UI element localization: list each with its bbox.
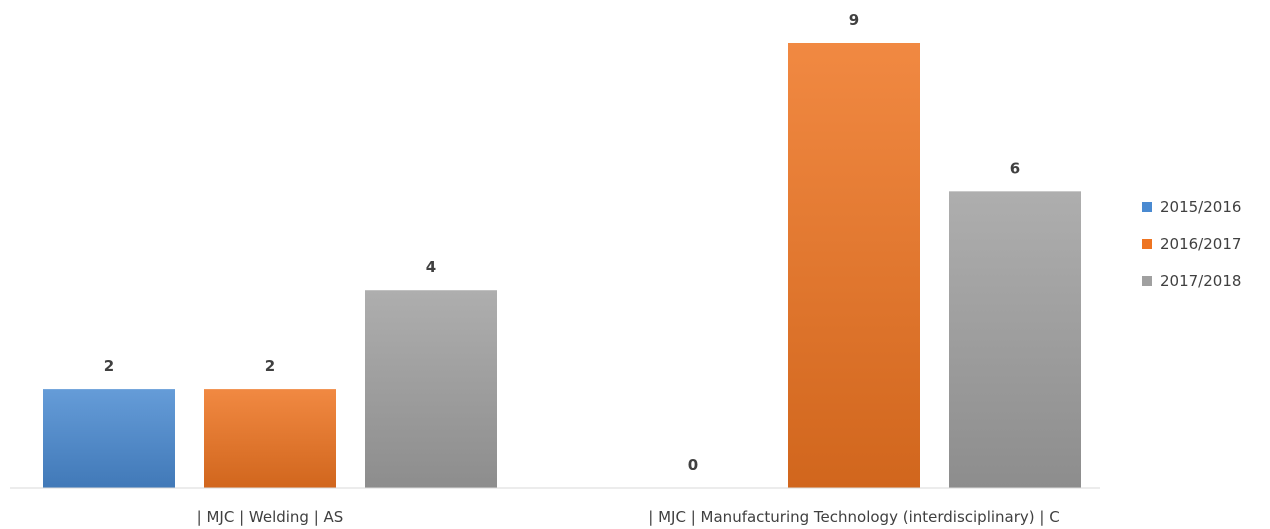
bar-1-1: [788, 43, 920, 488]
data-label: 6: [1010, 159, 1020, 177]
legend-label: 2017/2018: [1160, 271, 1242, 290]
data-label: 2: [104, 357, 114, 375]
data-label: 2: [265, 357, 275, 375]
legend-swatch: [1142, 275, 1152, 286]
bar-2-0: [365, 290, 497, 488]
bar-2-1: [949, 191, 1081, 489]
category-label: | MJC | Manufacturing Technology (interd…: [648, 508, 1059, 526]
data-label: 9: [849, 11, 859, 29]
legend-item: 2015/2016: [1142, 188, 1241, 225]
bar-1-0: [204, 389, 336, 488]
category-label: | MJC | Welding | AS: [197, 508, 344, 526]
bar-0-0: [43, 389, 175, 488]
legend-label: 2016/2017: [1160, 234, 1242, 253]
data-label: 4: [426, 258, 436, 276]
legend-item: 2017/2018: [1142, 262, 1241, 299]
legend: 2015/2016 2016/2017 2017/2018: [1142, 188, 1241, 299]
legend-swatch: [1142, 201, 1152, 212]
bars-layer: [43, 43, 1081, 489]
data-label: 0: [688, 456, 698, 474]
legend-label: 2015/2016: [1160, 197, 1242, 216]
legend-swatch: [1142, 238, 1152, 249]
category-labels-layer: | MJC | Welding | AS | MJC | Manufacturin…: [197, 508, 1060, 526]
legend-item: 2016/2017: [1142, 225, 1241, 262]
value-labels-layer: 2 0 2 9 4 6: [104, 11, 1020, 474]
